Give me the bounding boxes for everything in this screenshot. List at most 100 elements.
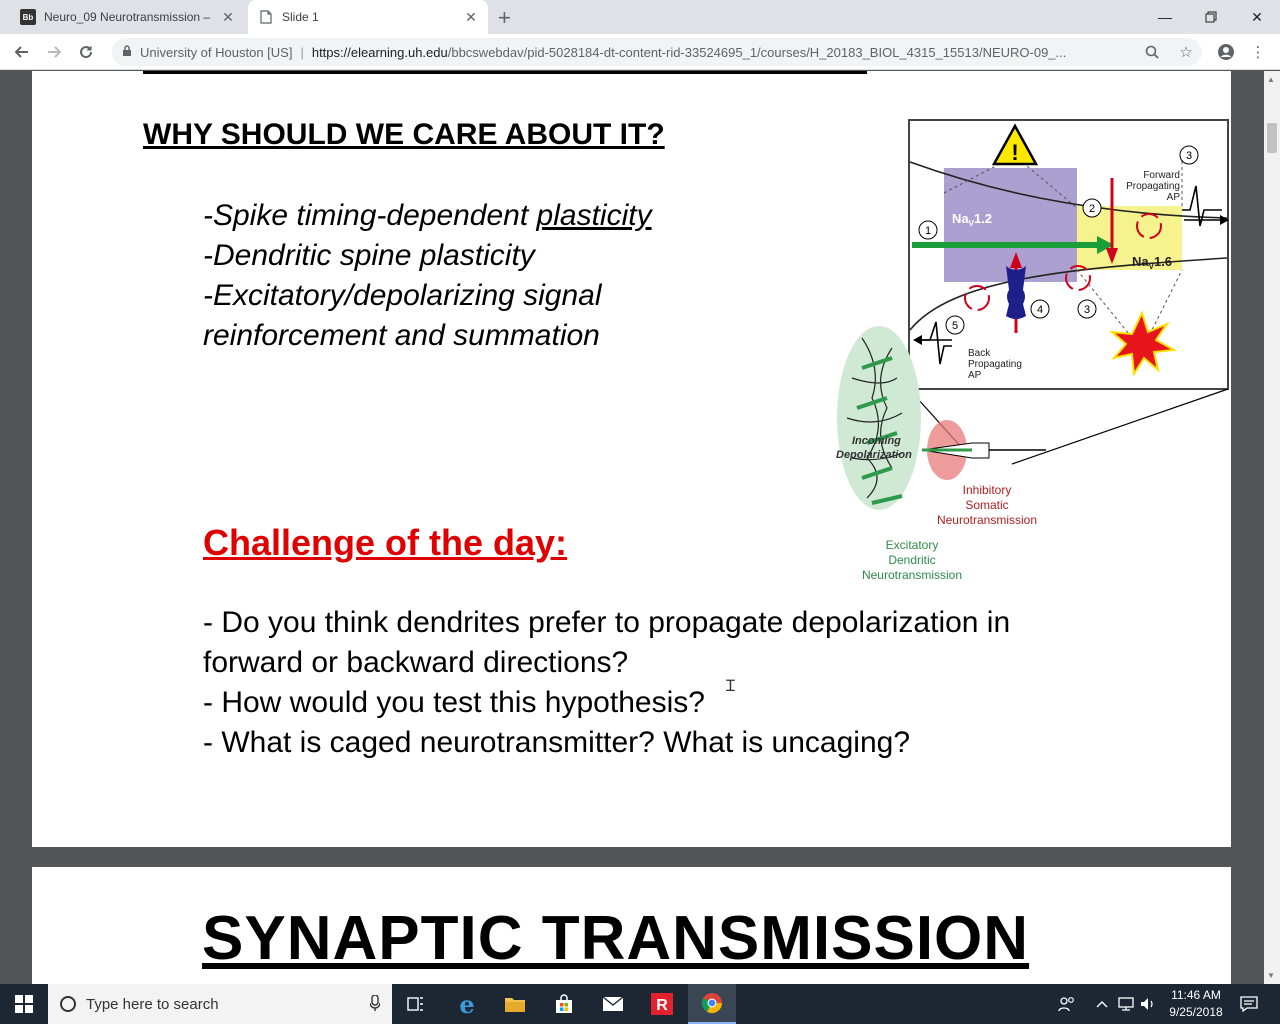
microphone-icon[interactable] bbox=[369, 993, 381, 1014]
warning-mark: ! bbox=[1011, 140, 1018, 165]
bullet-item: -Excitatory/depolarizing signal bbox=[203, 279, 602, 312]
spike-burst-icon bbox=[1108, 310, 1178, 378]
close-tab-icon[interactable]: ✕ bbox=[222, 8, 234, 25]
question-item-continuation: forward or backward directions? bbox=[203, 646, 629, 679]
address-bar[interactable]: University of Houston [US] | https://ele… bbox=[112, 38, 1202, 66]
lock-icon[interactable] bbox=[122, 44, 132, 60]
clock-time: 11:46 AM bbox=[1171, 988, 1221, 1002]
pdf-viewer[interactable]: WHY SHOULD WE CARE ABOUT IT? -Spike timi… bbox=[0, 71, 1264, 984]
restore-button[interactable] bbox=[1188, 0, 1234, 34]
text-cursor-icon: Ɪ bbox=[726, 676, 735, 695]
slide-page-1: WHY SHOULD WE CARE ABOUT IT? -Spike timi… bbox=[32, 71, 1231, 847]
cycle-arrow-icon bbox=[1065, 265, 1091, 291]
people-icon[interactable] bbox=[1058, 984, 1076, 1024]
step-number: 2 bbox=[1089, 203, 1095, 215]
slide-title: SYNAPTIC TRANSMISSION bbox=[202, 904, 1030, 973]
start-button[interactable] bbox=[0, 984, 48, 1024]
forward-label: Propagating bbox=[1126, 181, 1180, 192]
mail-icon[interactable] bbox=[589, 984, 637, 1024]
menu-kebab-icon[interactable]: ⋮ bbox=[1250, 44, 1266, 61]
minimize-button[interactable]: — bbox=[1158, 9, 1172, 25]
chrome-icon[interactable] bbox=[688, 984, 736, 1024]
cortana-circle-icon bbox=[60, 996, 76, 1012]
vertical-scrollbar[interactable]: ▲ ▼ bbox=[1264, 71, 1280, 984]
nav16-region bbox=[1077, 206, 1182, 270]
file-explorer-icon[interactable] bbox=[491, 984, 539, 1024]
inhibitory-label: Somatic bbox=[965, 498, 1008, 512]
action-center-icon[interactable] bbox=[1240, 984, 1258, 1024]
scroll-down-arrow-icon[interactable]: ▼ bbox=[1267, 971, 1275, 980]
back-label: Propagating bbox=[968, 359, 1022, 370]
nav12-label: NaV1.2 bbox=[952, 211, 992, 228]
ion-channel-icon bbox=[1006, 266, 1026, 319]
close-tab-icon[interactable]: ✕ bbox=[465, 8, 477, 25]
svg-text:R: R bbox=[656, 997, 668, 1014]
bookmark-star-icon[interactable]: ☆ bbox=[1179, 44, 1193, 61]
forward-label: Forward bbox=[1143, 170, 1180, 181]
network-icon[interactable] bbox=[1117, 984, 1135, 1024]
site-identity: University of Houston [US] bbox=[140, 44, 293, 60]
tab-neuro[interactable]: Bb Neuro_09 Neurotransmission – ✕ bbox=[10, 0, 245, 34]
slide-page-2: SYNAPTIC TRANSMISSION bbox=[32, 867, 1231, 984]
zoom-icon[interactable] bbox=[1140, 40, 1164, 64]
task-view-icon[interactable] bbox=[392, 984, 440, 1024]
cycle-arrow-icon bbox=[1136, 213, 1162, 239]
windows-taskbar: Type here to search e R 11:46 AM 9/25/20… bbox=[0, 984, 1280, 1024]
forward-ap-trace bbox=[1182, 185, 1222, 227]
r-app-icon[interactable]: R bbox=[638, 984, 686, 1024]
forward-label: AP bbox=[1167, 192, 1181, 203]
back-button[interactable] bbox=[10, 40, 34, 64]
close-window-button[interactable]: ✕ bbox=[1251, 8, 1263, 25]
question-item: - Do you think dendrites prefer to propa… bbox=[203, 606, 1011, 639]
incoming-label: Incoming bbox=[852, 435, 901, 447]
tab-title: Neuro_09 Neurotransmission – bbox=[44, 10, 211, 24]
step-number: 3 bbox=[1186, 150, 1192, 162]
axon-membrane-top bbox=[909, 161, 1228, 219]
scroll-up-arrow-icon[interactable]: ▲ bbox=[1267, 75, 1275, 84]
inhibitory-label: Neurotransmission bbox=[937, 513, 1037, 527]
nav16-label: NaV1.6 bbox=[1132, 254, 1172, 271]
store-icon[interactable] bbox=[540, 984, 588, 1024]
taskbar-search-box[interactable]: Type here to search bbox=[48, 984, 392, 1024]
question-item: - What is caged neurotransmitter? What i… bbox=[203, 726, 911, 759]
edge-browser-icon[interactable]: e bbox=[459, 989, 475, 1019]
step-number: 1 bbox=[925, 225, 931, 237]
reload-button[interactable] bbox=[74, 40, 98, 64]
top-divider bbox=[143, 71, 867, 74]
question-item: - How would you test this hypothesis? bbox=[203, 686, 705, 719]
red-arrow-down bbox=[1106, 248, 1118, 264]
new-tab-button[interactable]: + bbox=[498, 5, 511, 30]
tab-slide1[interactable]: Slide 1 ✕ bbox=[248, 0, 488, 34]
search-placeholder: Type here to search bbox=[86, 995, 219, 1013]
excitatory-dendrite-region bbox=[837, 326, 921, 510]
browser-toolbar: University of Houston [US] | https://ele… bbox=[0, 34, 1280, 70]
system-clock[interactable]: 11:46 AM 9/25/2018 bbox=[1160, 987, 1232, 1021]
document-icon bbox=[258, 9, 274, 25]
tray-chevron-up-icon[interactable] bbox=[1096, 984, 1108, 1024]
tab-strip: Bb Neuro_09 Neurotransmission – ✕ Slide … bbox=[0, 0, 1280, 34]
windows-logo-icon bbox=[15, 995, 33, 1013]
bullet-text: -Spike timing-dependent bbox=[203, 199, 537, 232]
excitatory-label: Neurotransmission bbox=[862, 568, 962, 582]
forward-button[interactable] bbox=[42, 40, 66, 64]
question-list: - Do you think dendrites prefer to propa… bbox=[203, 603, 1163, 763]
profile-avatar-icon[interactable] bbox=[1214, 40, 1238, 64]
blackboard-favicon-icon: Bb bbox=[20, 9, 36, 25]
excitatory-synapses bbox=[856, 356, 903, 505]
scrollbar-thumb[interactable] bbox=[1267, 123, 1277, 153]
bullet-underlined-word: plasticity bbox=[536, 199, 652, 232]
bullet-item-continuation: reinforcement and summation bbox=[203, 319, 600, 352]
step-number: 4 bbox=[1037, 304, 1043, 316]
tab-title: Slide 1 bbox=[282, 10, 319, 24]
excitatory-label: Dendritic bbox=[888, 553, 935, 567]
back-label: Back bbox=[968, 348, 991, 359]
clock-date: 9/25/2018 bbox=[1169, 1005, 1223, 1019]
url-host: https://elearning.uh.edu bbox=[311, 44, 448, 60]
bullet-item: -Dendritic spine plasticity bbox=[203, 239, 535, 272]
url-path: /bbcswebdav/pid-5028184-dt-content-rid-3… bbox=[447, 44, 1067, 60]
volume-icon[interactable] bbox=[1140, 984, 1156, 1024]
cycle-arrow-icon bbox=[964, 285, 990, 311]
back-label: AP bbox=[968, 370, 982, 381]
excitatory-label: Excitatory bbox=[886, 538, 939, 552]
omnibox-separator: | bbox=[300, 44, 304, 60]
